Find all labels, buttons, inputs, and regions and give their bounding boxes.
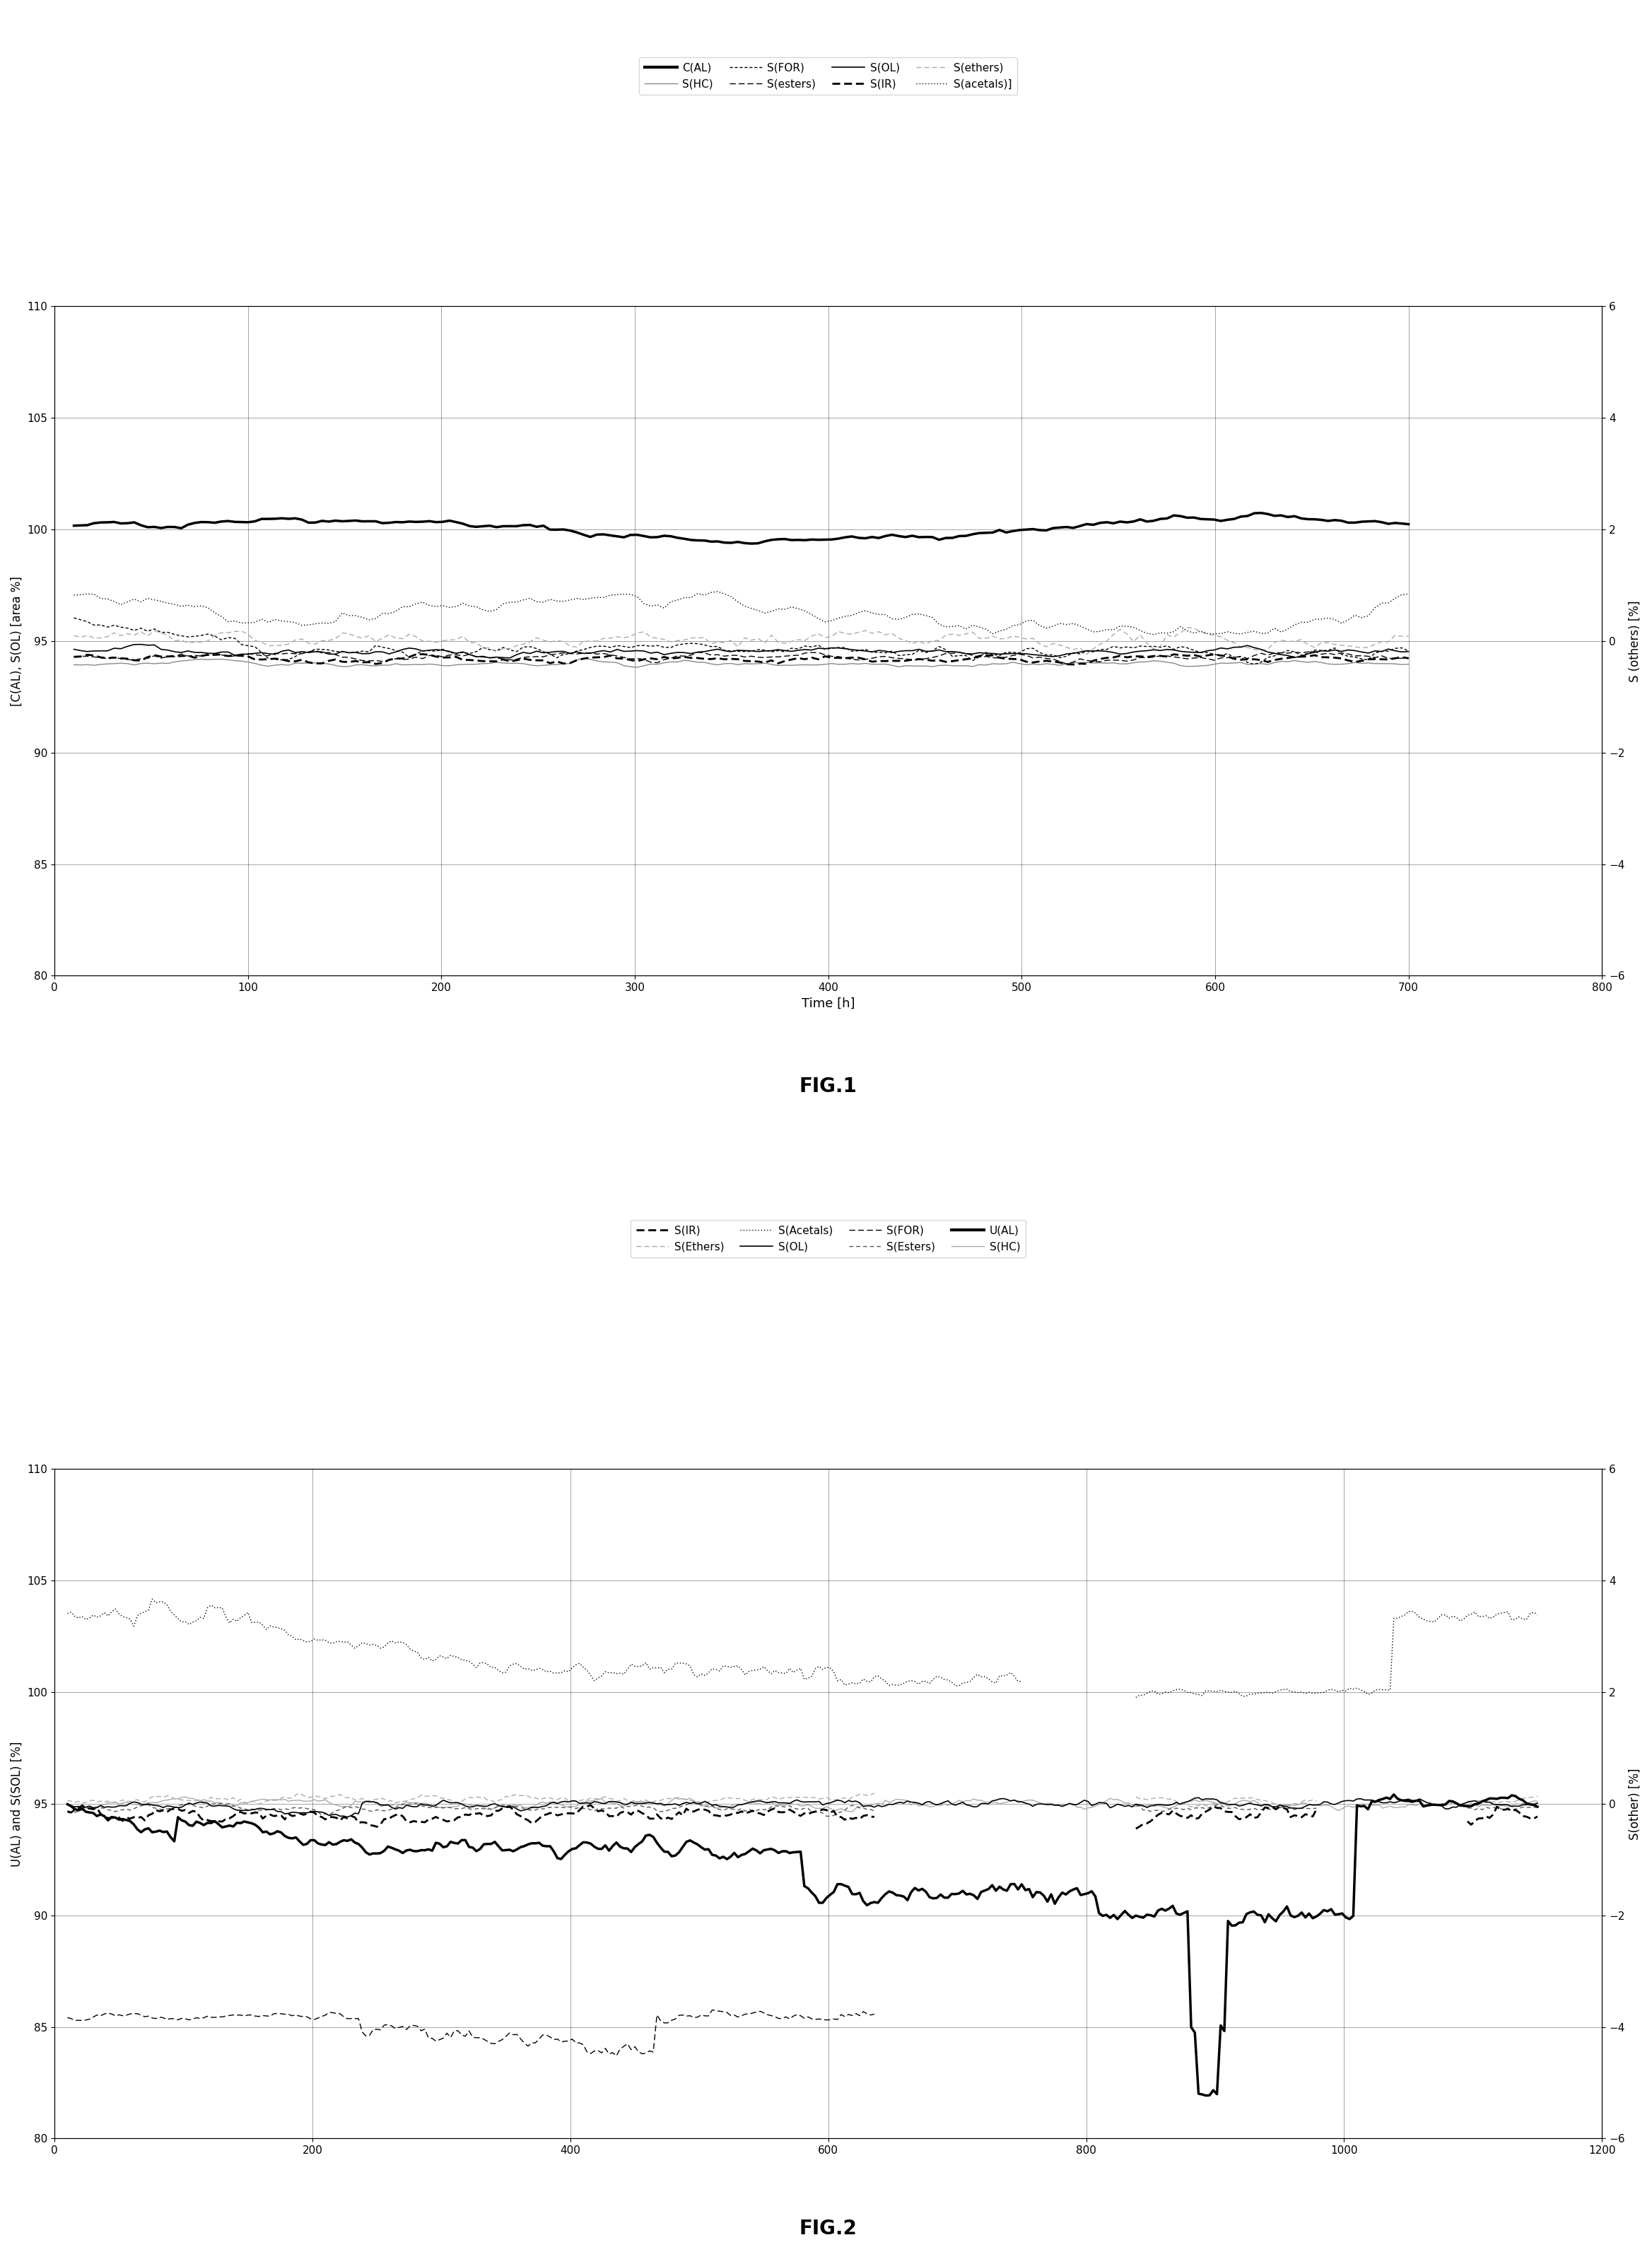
Text: FIG.2: FIG.2 xyxy=(800,2219,857,2239)
Text: FIG.1: FIG.1 xyxy=(800,1075,857,1096)
Y-axis label: S(other) [%]: S(other) [%] xyxy=(1629,1768,1642,1841)
Y-axis label: U(AL) and S(SOL) [%]: U(AL) and S(SOL) [%] xyxy=(10,1741,23,1866)
Legend: C(AL), S(HC), S(FOR), S(esters), S(OL), S(IR), S(ethers), S(acetals)]: C(AL), S(HC), S(FOR), S(esters), S(OL), … xyxy=(639,57,1018,95)
X-axis label: Time [h]: Time [h] xyxy=(801,996,856,1010)
Legend: S(IR), S(Ethers), S(Acetals), S(OL), S(FOR), S(Esters), U(AL), S(HC): S(IR), S(Ethers), S(Acetals), S(OL), S(F… xyxy=(631,1220,1026,1257)
Y-axis label: [C(AL), S(OL) [area %]: [C(AL), S(OL) [area %] xyxy=(10,575,23,706)
Y-axis label: S (others) [%]: S (others) [%] xyxy=(1629,600,1642,681)
